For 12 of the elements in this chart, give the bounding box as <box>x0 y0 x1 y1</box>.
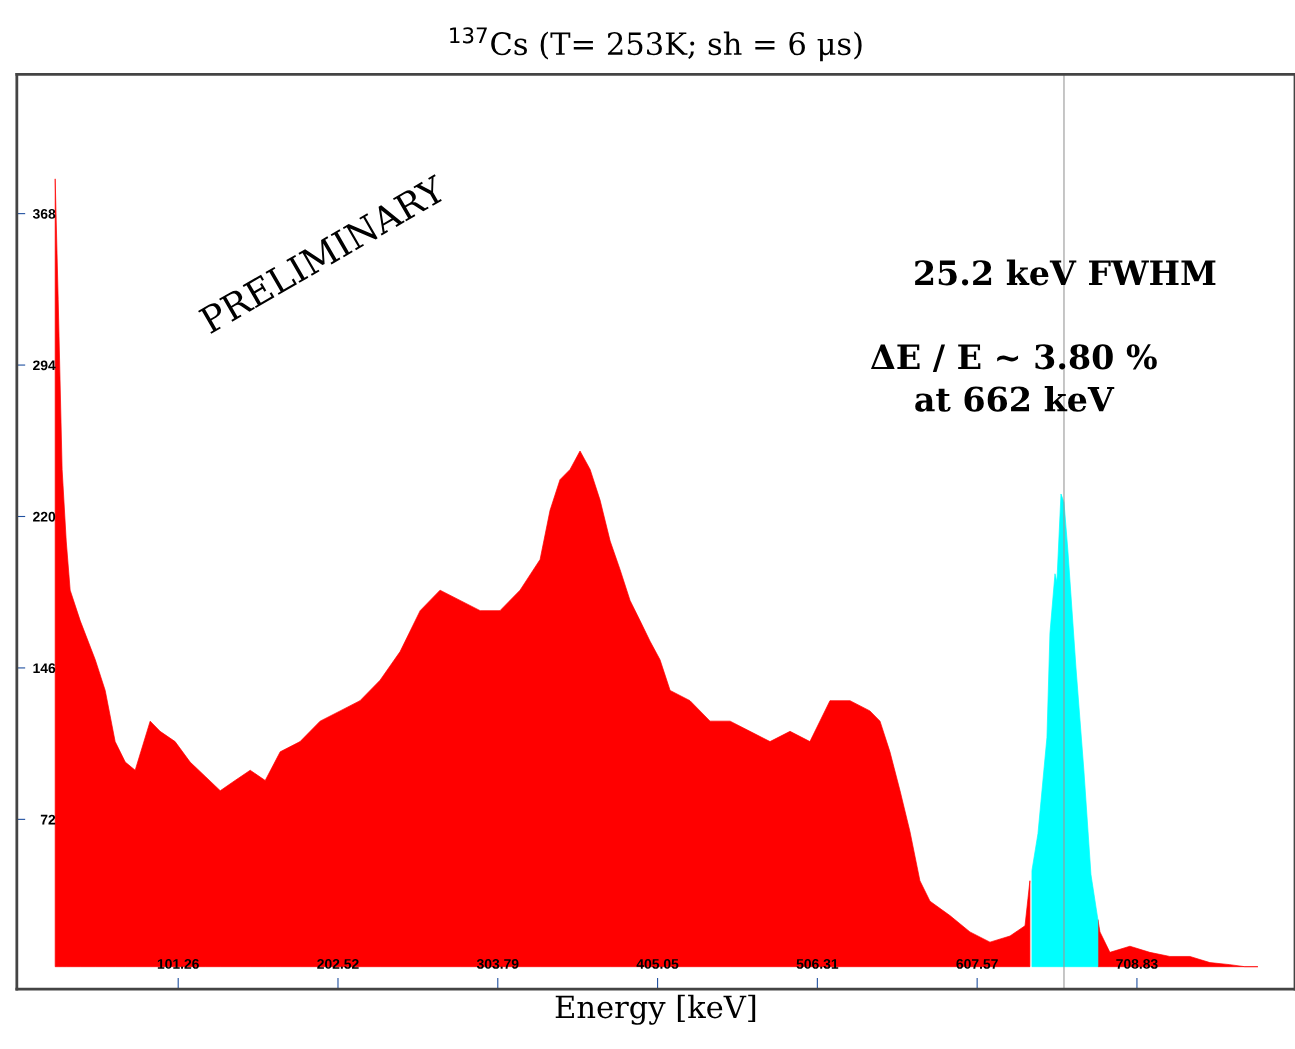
x-tick-label: 101.26 <box>157 959 199 969</box>
x-axis-title: Energy [keV] <box>555 994 756 1025</box>
annotation: 25.2 keV FWHM <box>915 259 1216 286</box>
x-tick-label: 607.57 <box>956 959 998 969</box>
x-tick-label: 303.79 <box>476 959 519 969</box>
y-tick-label: 220 <box>33 511 56 522</box>
annotation: ΔE / E ~ 3.80 % at 662 keV <box>870 344 1157 412</box>
x-tick-label: 405.05 <box>636 959 679 969</box>
x-tick-label: 708.83 <box>1116 959 1158 969</box>
chart-title: $^{137}$Cs (T= 253K; sh = 6 μs) <box>450 27 862 62</box>
x-tick-label: 506.31 <box>796 959 839 969</box>
x-tick-label: 202.52 <box>317 959 359 969</box>
